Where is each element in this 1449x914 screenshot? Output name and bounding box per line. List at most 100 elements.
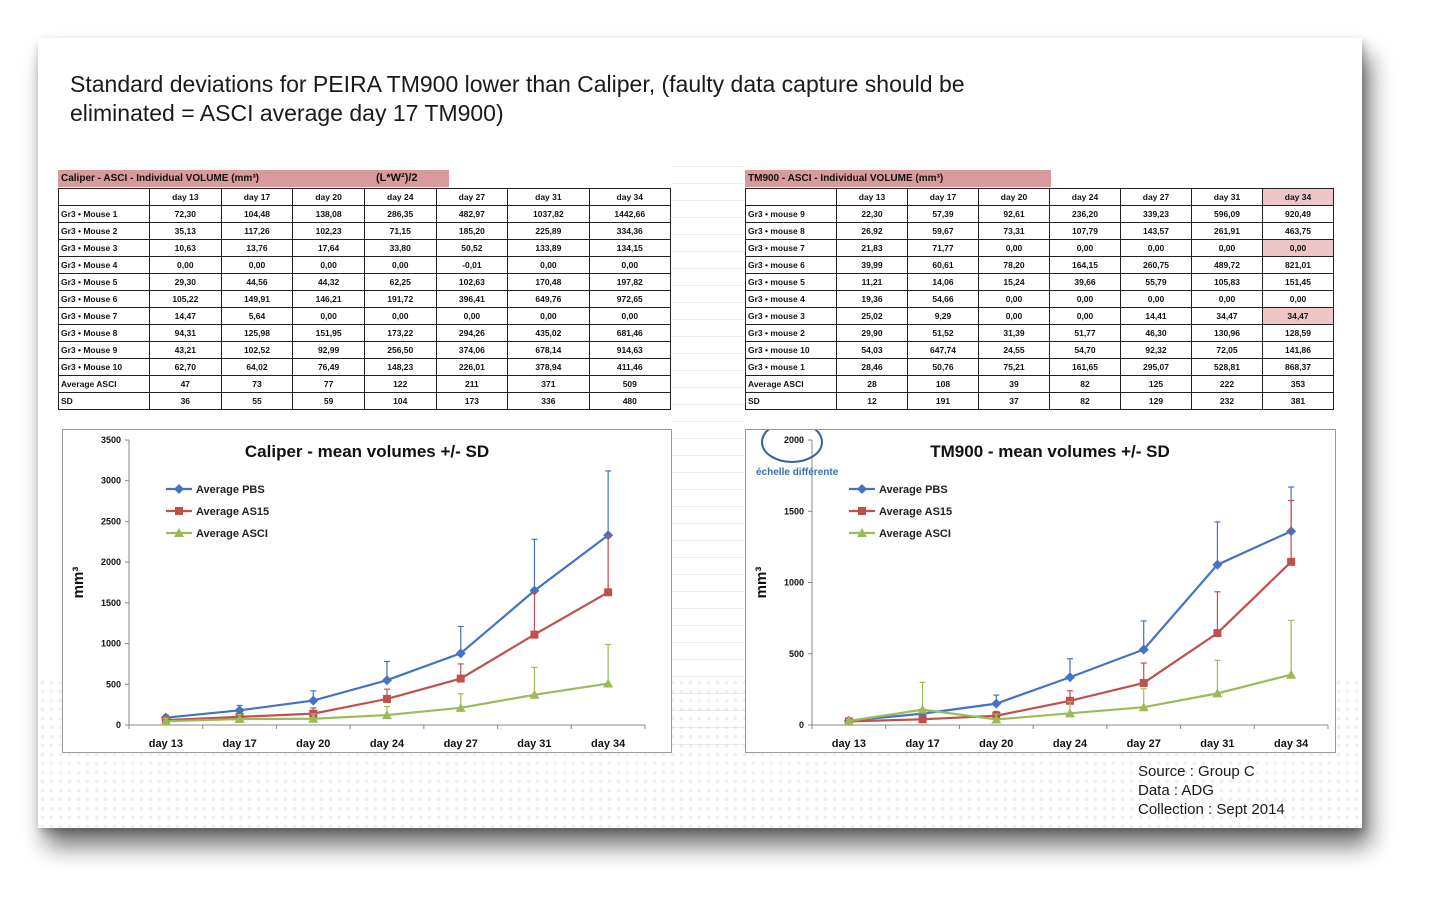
- table-row: Average ASCI 47 73 77 122 211 371 509: [58, 375, 672, 393]
- data-point: [603, 530, 614, 541]
- table-cell: 463,75: [1262, 222, 1334, 240]
- table-cell: 185,20: [435, 222, 509, 240]
- table-row: Gr3 • mouse 4 19,36 54,66 0,00 0,00 0,00 0,00 0…: [745, 290, 1334, 308]
- data-point: [234, 705, 245, 716]
- data-point: [1065, 672, 1075, 683]
- column-header: day 24: [1049, 188, 1121, 206]
- table-cell: 0,00: [1120, 290, 1192, 308]
- table-cell: 0,00: [1049, 239, 1121, 257]
- table-cell: 678,14: [507, 341, 590, 359]
- table-cell: 33,80: [363, 239, 437, 257]
- table-cell: 0,00: [1191, 239, 1263, 257]
- data-point: [174, 484, 184, 494]
- row-label: Gr3 • Mouse 4: [58, 256, 150, 274]
- column-header: day 20: [978, 188, 1050, 206]
- table-cell: 21,83: [836, 239, 908, 257]
- table-cell: 378,94: [507, 358, 590, 376]
- x-tick-label: day 13: [149, 738, 183, 750]
- table-cell: 92,99: [292, 341, 365, 359]
- table-cell: 294,26: [435, 324, 509, 342]
- y-tick-label: 3000: [101, 476, 121, 486]
- row-label: Gr3 • Mouse 8: [58, 324, 150, 342]
- table-cell: 149,91: [220, 290, 294, 308]
- table-cell: 191,72: [363, 290, 437, 308]
- table-cell: 920,49: [1262, 205, 1334, 223]
- table-cell: 334,36: [588, 222, 672, 240]
- table-cell: 211: [435, 375, 509, 393]
- table-cell: 596,09: [1191, 205, 1263, 223]
- table-cell: 29,90: [836, 324, 908, 342]
- table-cell: 336: [507, 392, 590, 410]
- column-header: day 24: [363, 188, 437, 206]
- table-cell: 143,57: [1120, 222, 1192, 240]
- legend-label: Average ASCI: [879, 528, 951, 540]
- table-row: Average ASCI 28 108 39 82 125 222 353: [745, 375, 1334, 393]
- table-row: Gr3 • Mouse 9 43,21 102,52 92,99 256,50 374,0…: [58, 341, 672, 359]
- table-cell: 134,15: [588, 239, 672, 257]
- table-cell: 130,96: [1191, 324, 1263, 342]
- table-row: Gr3 • Mouse 8 94,31 125,98 151,95 173,22 294,…: [58, 324, 672, 342]
- table-cell: 108: [907, 375, 979, 393]
- column-header: day 27: [1120, 188, 1192, 206]
- table-cell: 146,21: [292, 290, 365, 308]
- table-cell: 60,61: [907, 256, 979, 274]
- table-cell: 681,46: [588, 324, 672, 342]
- data-point: [1212, 688, 1223, 698]
- slide-title: Standard deviations for PEIRA TM900 lowe…: [70, 71, 965, 126]
- table-cell: 92,61: [978, 205, 1050, 223]
- row-label: Gr3 • mouse 10: [745, 341, 837, 359]
- slide: Standard deviations for PEIRA TM900 lowe…: [38, 38, 1362, 828]
- data-point: [1065, 708, 1075, 718]
- table-cell: 0,00: [507, 256, 590, 274]
- highlight-circle: [761, 430, 823, 463]
- data-point: [858, 507, 866, 515]
- table-cell: 129: [1120, 392, 1192, 410]
- table-cell: 75,21: [978, 358, 1050, 376]
- table-row: Gr3 • mouse 8 26,92 59,67 73,31 107,79 143,57…: [745, 222, 1334, 240]
- column-header: day 20: [292, 188, 365, 206]
- table-cell: 647,74: [907, 341, 979, 359]
- table-cell: 0,00: [588, 307, 672, 325]
- data-point: [991, 714, 1002, 724]
- table-cell: 339,23: [1120, 205, 1192, 223]
- table-cell: 138,08: [292, 205, 365, 223]
- table-cell: 51,52: [907, 324, 979, 342]
- data-point: [1066, 696, 1074, 705]
- table-cell: 29,30: [149, 273, 222, 291]
- table-cell: 5,64: [220, 307, 294, 325]
- table-cell: 82: [1049, 392, 1121, 410]
- data-point: [529, 585, 540, 596]
- data-point: [1139, 678, 1148, 687]
- table-cell: 25,02: [836, 307, 908, 325]
- table-cell: 260,75: [1120, 256, 1192, 274]
- data-point: [455, 702, 466, 712]
- legend-label: Average ASCI: [196, 528, 268, 540]
- table-row: Gr3 • mouse 2 29,90 51,52 31,39 51,77 46,30 13…: [745, 324, 1334, 342]
- data-point: [603, 678, 614, 688]
- row-label: SD: [745, 392, 837, 410]
- table-cell: 256,50: [363, 341, 437, 359]
- row-label: Gr3 • mouse 2: [745, 324, 837, 342]
- header-corner: [745, 188, 837, 206]
- table-row: Gr3 • mouse 5 11,21 14,06 15,24 39,66 55,79 10…: [745, 273, 1334, 291]
- table-cell: 13,76: [220, 239, 294, 257]
- caliper-chart-svg: 0 500 1000 1500 2000 2500 3000 3500 day 13 day 17…: [70, 435, 646, 750]
- table-cell: 151,95: [292, 324, 365, 342]
- table-cell: 133,89: [507, 239, 590, 257]
- table-cell: 0,00: [588, 256, 672, 274]
- column-header: day 17: [907, 188, 979, 206]
- table-cell: 71,77: [907, 239, 979, 257]
- x-tick-label: day 17: [222, 738, 256, 750]
- table-cell: 71,15: [363, 222, 437, 240]
- left-data-table: day 13 day 17 day 20 day 24 day 27 day 31 day …: [58, 188, 672, 410]
- table-cell: 73,31: [978, 222, 1050, 240]
- column-header: day 34: [1262, 188, 1334, 206]
- table-row: SD 12 191 37 82 129 232 381: [745, 392, 1334, 410]
- table-cell: 0,00: [1049, 307, 1121, 325]
- table-cell: 82: [1049, 375, 1121, 393]
- table-cell: 39: [978, 375, 1050, 393]
- table-cell: 0,00: [1049, 290, 1121, 308]
- row-label: Gr3 • mouse 9: [745, 205, 837, 223]
- data-point: [175, 507, 183, 515]
- table-row: Gr3 • Mouse 5 29,30 44,56 44,32 62,25 102,63 1…: [58, 273, 672, 291]
